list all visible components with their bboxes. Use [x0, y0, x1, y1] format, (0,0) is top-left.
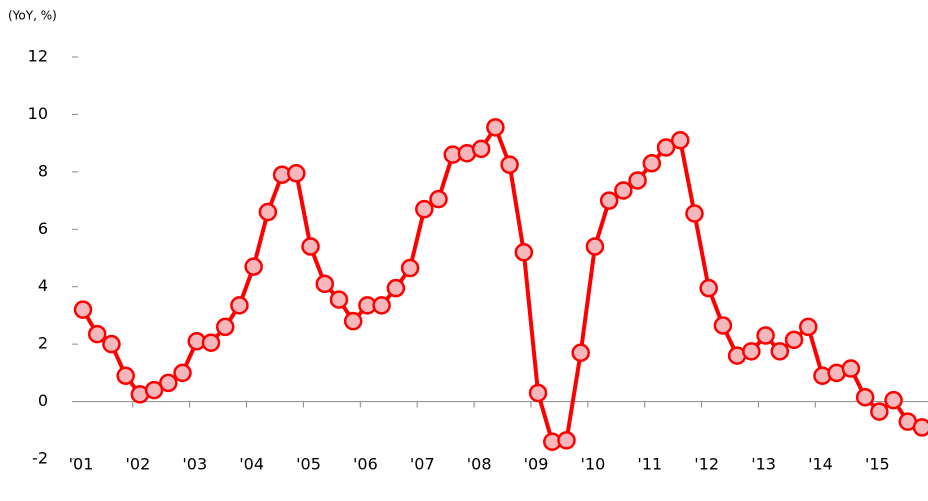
data-point	[258, 202, 278, 222]
data-point	[599, 191, 619, 210]
data-point	[201, 333, 221, 352]
x-tick-label: '03	[182, 455, 207, 474]
x-tick-label: '11	[637, 455, 662, 474]
data-point	[486, 118, 505, 137]
y-tick-label: 4	[38, 276, 48, 295]
x-tick-label: '08	[467, 455, 492, 474]
data-point	[784, 330, 804, 350]
y-tick-label: 2	[38, 334, 48, 353]
data-point	[116, 366, 135, 385]
data-point	[329, 290, 349, 309]
data-point	[230, 296, 249, 315]
data-point	[301, 237, 320, 256]
data-point	[144, 380, 164, 400]
data-point	[756, 326, 775, 345]
x-tick-label: '05	[296, 455, 321, 474]
data-point	[315, 274, 334, 294]
data-point	[500, 155, 519, 174]
x-tick-label: '09	[524, 455, 549, 474]
x-tick-label: '15	[865, 455, 890, 474]
data-point	[870, 402, 889, 421]
data-point	[557, 431, 576, 450]
x-tick-label: '06	[353, 455, 378, 474]
data-point	[642, 153, 662, 173]
data-point	[628, 171, 647, 190]
x-tick-label: '10	[581, 455, 606, 474]
data-point	[798, 317, 818, 337]
x-tick-label: '12	[694, 455, 719, 474]
data-point	[841, 359, 861, 378]
data-point	[400, 258, 420, 278]
data-point	[287, 164, 306, 183]
x-tick-label: '13	[751, 455, 776, 474]
data-point	[386, 278, 406, 298]
y-tick-label: 6	[38, 219, 48, 238]
data-point	[656, 138, 676, 157]
data-point	[742, 342, 761, 361]
data-point	[855, 388, 875, 407]
y-tick-label: 12	[28, 47, 48, 66]
x-tick-label: '01	[69, 455, 94, 474]
x-tick-label: '07	[410, 455, 435, 474]
data-point	[471, 139, 491, 159]
data-point	[429, 189, 448, 209]
y-tick-label: 8	[38, 161, 48, 180]
data-point	[173, 363, 192, 383]
x-tick-label: '14	[808, 455, 833, 474]
data-point	[912, 418, 928, 437]
data-point	[343, 311, 363, 331]
data-point	[514, 243, 534, 262]
data-point	[372, 296, 391, 315]
y-tick-label: 10	[28, 104, 48, 123]
data-point	[87, 324, 107, 344]
y-tick-label: 0	[38, 391, 48, 410]
data-point	[415, 199, 434, 219]
data-point	[671, 131, 690, 150]
data-point	[770, 342, 790, 361]
data-point	[571, 343, 590, 363]
data-point	[884, 390, 903, 410]
data-point	[159, 373, 178, 393]
data-point	[102, 334, 121, 354]
x-tick-label: '04	[239, 455, 264, 474]
data-point	[215, 317, 235, 337]
data-point	[699, 278, 718, 298]
data-point	[73, 300, 93, 319]
y-axis-label: (YoY, %)	[8, 9, 57, 23]
data-point	[585, 237, 605, 256]
data-point	[713, 316, 733, 335]
y-tick-label: -2	[32, 449, 48, 468]
data-point	[685, 204, 704, 223]
x-tick-label: '02	[125, 455, 150, 474]
series-line	[81, 125, 923, 444]
data-point	[244, 257, 263, 276]
data-point	[528, 383, 548, 403]
data-point	[614, 181, 633, 200]
